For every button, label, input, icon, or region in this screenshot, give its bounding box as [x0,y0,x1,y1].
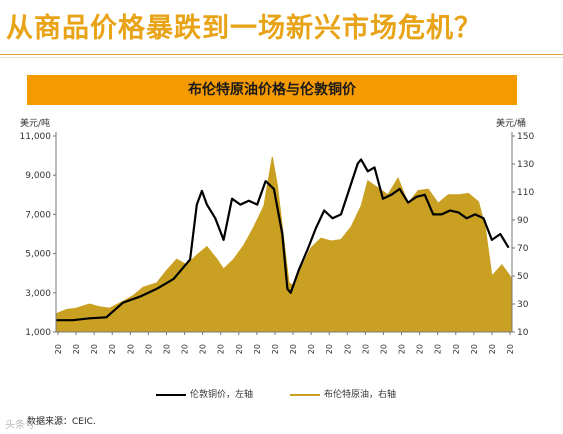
x-axis-tick-label: 20 [144,344,153,354]
x-axis-tick-label: 20 [199,344,208,354]
x-axis-tick-label: 20 [108,344,117,354]
x-axis-tick-label: 20 [379,344,388,354]
legend-item-copper: 伦敦铜价，左轴 [156,387,253,400]
x-axis-tick-label: 20 [126,344,135,354]
x-axis-tick-label: 20 [361,344,370,354]
left-axis-tick-label: 9,000 [25,171,51,181]
left-axis-tick-label: 1,000 [25,328,51,338]
x-axis-tick-label: 20 [452,344,461,354]
left-axis-tick-label: 5,000 [25,250,51,260]
series-copper-line [56,158,510,322]
right-axis-tick-label: 70 [517,244,529,254]
x-axis-tick-label: 20 [90,344,99,354]
legend-item-brent: 布伦特原油，右轴 [290,387,396,400]
x-axis-tick-label: 20 [398,344,407,354]
x-axis-tick-label: 20 [271,344,280,354]
title-divider-secondary [0,57,563,58]
legend-swatch-brent [290,393,320,396]
right-axis-tick-label: 110 [517,188,534,198]
legend-swatch-copper [156,393,186,396]
x-axis-tick-label: 20 [289,344,298,354]
left-axis-tick-label: 11,000 [20,132,52,142]
x-axis-tick-label: 20 [181,344,190,354]
right-axis-unit: 美元/桶 [496,119,527,129]
x-axis-tick-label: 20 [488,344,497,354]
title-divider [0,54,563,55]
chart-title: 布伦特原油价格与伦敦铜价 [27,75,517,105]
legend-label-copper: 伦敦铜价，左轴 [190,390,254,400]
right-axis-tick-label: 10 [517,328,529,338]
x-axis-tick-label: 20 [325,344,334,354]
x-axis-tick-label: 20 [506,344,515,354]
right-axis-tick-label: 130 [517,160,534,170]
right-axis-tick-label: 30 [517,300,529,310]
source-note: 数据来源：CEIC. [27,417,96,427]
right-axis-tick-label: 150 [517,132,534,142]
x-axis-tick-label: 20 [72,344,81,354]
left-axis-tick-label: 7,000 [25,210,51,220]
x-axis-tick-label: 20 [253,344,262,354]
right-axis-tick-label: 50 [517,272,529,282]
x-axis-tick-label: 20 [434,344,443,354]
x-axis-tick-label: 20 [470,344,479,354]
x-axis-tick-label: 20 [217,344,226,354]
x-axis-tick-label: 20 [235,344,244,354]
left-axis-tick-label: 3,000 [25,289,51,299]
watermark: 头条号 [5,420,35,431]
page-title: 从商品价格暴跌到一场新兴市场危机？ [6,13,482,44]
legend-label-brent: 布伦特原油，右轴 [324,390,397,400]
left-axis-unit: 美元/吨 [20,119,51,129]
x-axis-tick-label: 20 [54,344,63,354]
x-axis-tick-label: 20 [343,344,352,354]
right-axis-tick-label: 90 [517,216,529,226]
x-axis-tick-label: 20 [416,344,425,354]
x-axis-tick-label: 20 [162,344,171,354]
x-axis-tick-label: 20 [307,344,316,354]
